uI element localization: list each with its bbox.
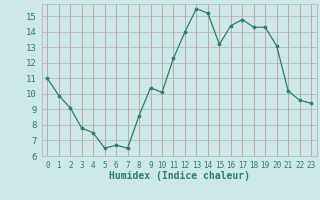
X-axis label: Humidex (Indice chaleur): Humidex (Indice chaleur) [109, 171, 250, 181]
